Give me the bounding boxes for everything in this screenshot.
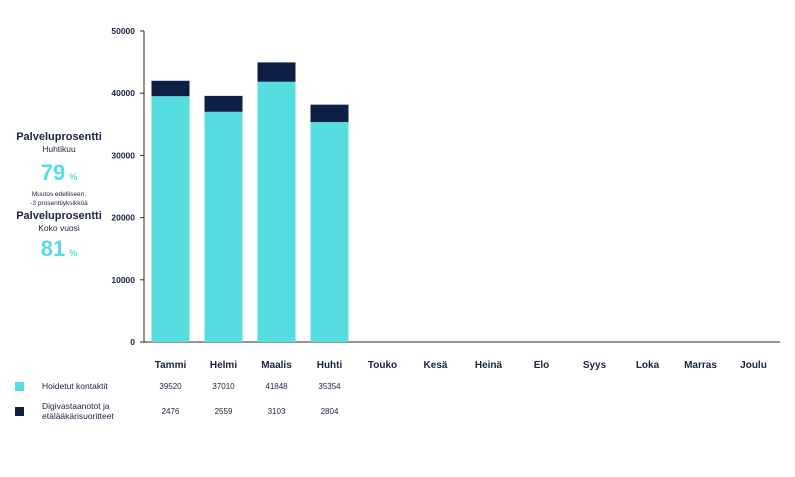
- y-tick-label: 50000: [111, 26, 135, 36]
- data-label-series-1: 37010: [212, 382, 235, 391]
- data-label-series-2: 2559: [215, 407, 233, 416]
- kpi-month: Palveluprosentti Huhtikuu 79% Muutos ede…: [0, 131, 118, 208]
- x-category-label: Heinä: [475, 360, 503, 371]
- legend-swatch-series-2: [15, 407, 24, 416]
- kpi-month-change-value: -3 prosenttiyksikköä: [30, 200, 88, 207]
- data-label-series-2: 3103: [268, 407, 286, 416]
- data-label-series-2: 2476: [162, 407, 180, 416]
- kpi-month-unit: %: [69, 172, 78, 182]
- kpi-month-title: Palveluprosentti: [16, 131, 102, 143]
- bar-series-1: [204, 111, 243, 343]
- kpi-month-change-label: Muutos edelliseen:: [31, 191, 87, 198]
- x-category-label: Syys: [583, 360, 607, 371]
- bar-series-1: [257, 81, 296, 342]
- y-tick-label: 20000: [111, 213, 135, 223]
- kpi-year-period: Koko vuosi: [38, 223, 80, 233]
- y-tick-label: 0: [130, 337, 135, 347]
- bar-series-2: [310, 104, 349, 123]
- y-tick-label: 30000: [111, 150, 135, 160]
- x-category-label: Touko: [368, 360, 397, 371]
- data-label-series-1: 39520: [159, 382, 182, 391]
- x-category-label: Loka: [636, 360, 660, 371]
- legend-label-series-2: Digivastaanotot ja etälääkärisuoritteet: [42, 401, 114, 421]
- kpi-year-value: 81: [40, 236, 66, 261]
- data-label-series-1: 35354: [318, 382, 341, 391]
- bar-series-2: [151, 80, 190, 97]
- data-label-series-1: 41848: [265, 382, 288, 391]
- x-category-label: Kesä: [424, 360, 448, 371]
- x-category-label: Huhti: [317, 360, 343, 371]
- kpi-year-unit: %: [69, 248, 78, 258]
- kpi-year-value-row: 81%: [0, 236, 118, 262]
- kpi-year: Palveluprosentti Koko vuosi 81%: [0, 210, 118, 262]
- bar-series-1: [310, 122, 349, 343]
- kpi-month-value-row: 79%: [0, 160, 118, 186]
- y-tick-label: 40000: [111, 88, 135, 98]
- bar-series-2: [204, 95, 243, 112]
- legend-swatch-series-1: [15, 382, 24, 391]
- y-tick-label: 10000: [111, 275, 135, 285]
- kpi-year-title: Palveluprosentti: [16, 210, 102, 222]
- x-category-label: Marras: [684, 360, 717, 371]
- x-category-label: Joulu: [740, 360, 767, 371]
- data-label-series-2: 2804: [321, 407, 339, 416]
- kpi-month-value: 79: [40, 160, 66, 185]
- x-category-label: Tammi: [155, 360, 187, 371]
- legend-label-series-1: Hoidetut kontaktit: [42, 381, 108, 391]
- x-category-label: Maalis: [261, 360, 292, 371]
- bar-series-1: [151, 96, 190, 342]
- x-category-label: Helmi: [210, 360, 237, 371]
- kpi-month-period: Huhtikuu: [42, 144, 76, 154]
- bar-series-2: [257, 62, 296, 82]
- x-category-label: Elo: [534, 360, 550, 371]
